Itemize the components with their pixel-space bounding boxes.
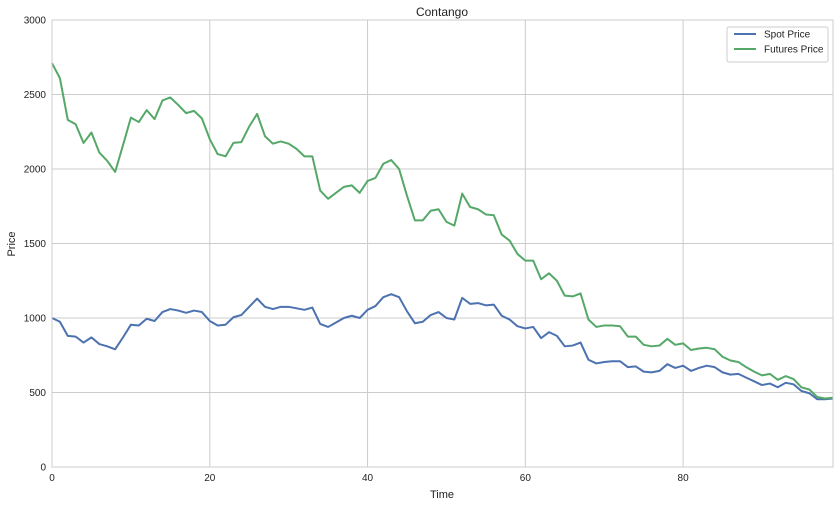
y-tick-label: 0 [40, 463, 46, 474]
legend: Spot Price Futures Price [726, 26, 829, 63]
y-tick-label: 1000 [24, 314, 47, 325]
grid-lines [51, 19, 833, 468]
series-line-futures-price [51, 62, 834, 400]
series-line-spot-price [51, 293, 834, 401]
series-lines [51, 62, 834, 401]
legend-box [726, 26, 829, 63]
x-tick-label: 0 [49, 473, 55, 484]
y-axis-label: Price [6, 231, 18, 256]
x-tick-label: 80 [678, 473, 690, 484]
y-tick-label: 3000 [24, 16, 47, 27]
y-tick-label: 2500 [24, 90, 47, 101]
x-axis-label: Time [430, 489, 454, 501]
x-tick-label: 20 [204, 473, 216, 484]
plot-frame [51, 19, 834, 468]
legend-label-spot: Spot Price [764, 30, 811, 41]
y-tick-label: 1500 [24, 239, 47, 250]
y-tick-label: 2000 [24, 165, 47, 176]
x-tick-label: 60 [520, 473, 532, 484]
x-tick-label: 40 [362, 473, 374, 484]
tick-labels: 0 20 40 60 80 0 500 1000 1500 2000 2500 3000 [24, 16, 689, 485]
legend-label-futures: Futures Price [764, 45, 824, 56]
chart-title: Contango [416, 5, 468, 19]
y-tick-label: 500 [29, 388, 46, 399]
